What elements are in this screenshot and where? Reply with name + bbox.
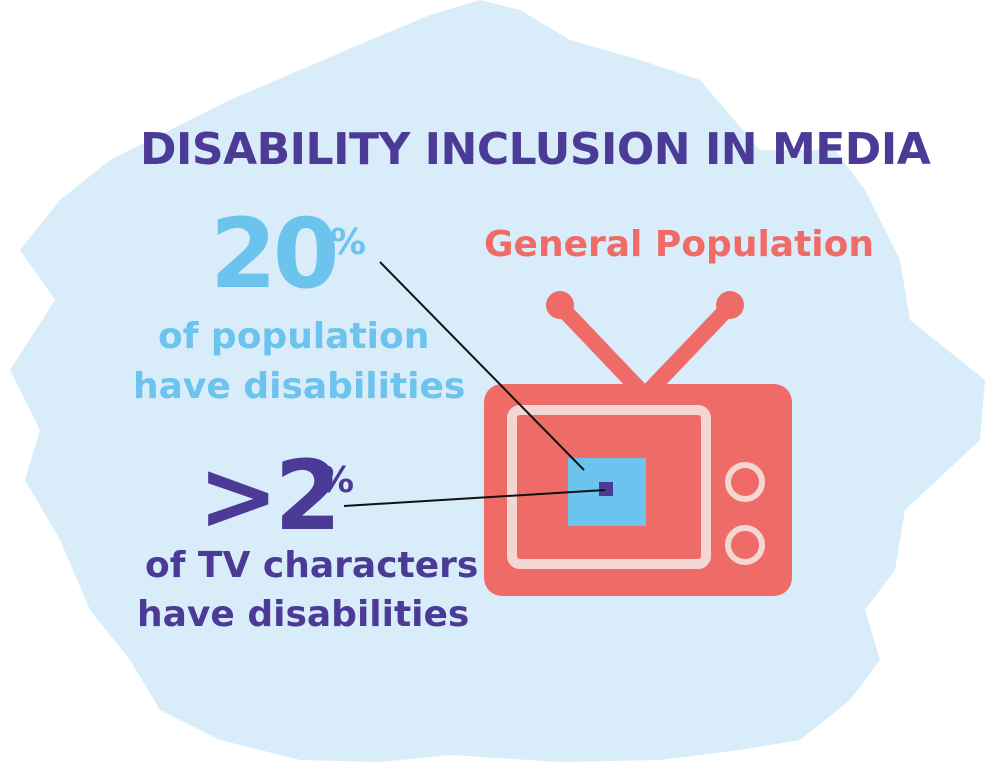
- population-stat-value: 20: [210, 198, 340, 310]
- tv-stat-line2: have disabilities: [137, 594, 470, 635]
- tv-stat-value: >2: [198, 440, 341, 552]
- population-stat-unit: %: [330, 222, 367, 263]
- tv-knob-bottom: [725, 525, 765, 565]
- tv-label: General Population: [484, 224, 874, 265]
- page-title: DISABILITY INCLUSION IN MEDIA: [140, 124, 931, 175]
- screen-purple-square: [599, 482, 613, 496]
- tv-stat-unit: %: [318, 460, 355, 501]
- population-stat-line1: of population: [158, 316, 430, 357]
- population-connector-line: [379, 261, 585, 471]
- tv-connector-line: [343, 489, 606, 507]
- tv-stat-line1: of TV characters: [145, 545, 479, 586]
- tv-icon: [484, 291, 792, 596]
- tv-knob-top: [725, 462, 765, 502]
- population-stat-line2: have disabilities: [133, 366, 466, 407]
